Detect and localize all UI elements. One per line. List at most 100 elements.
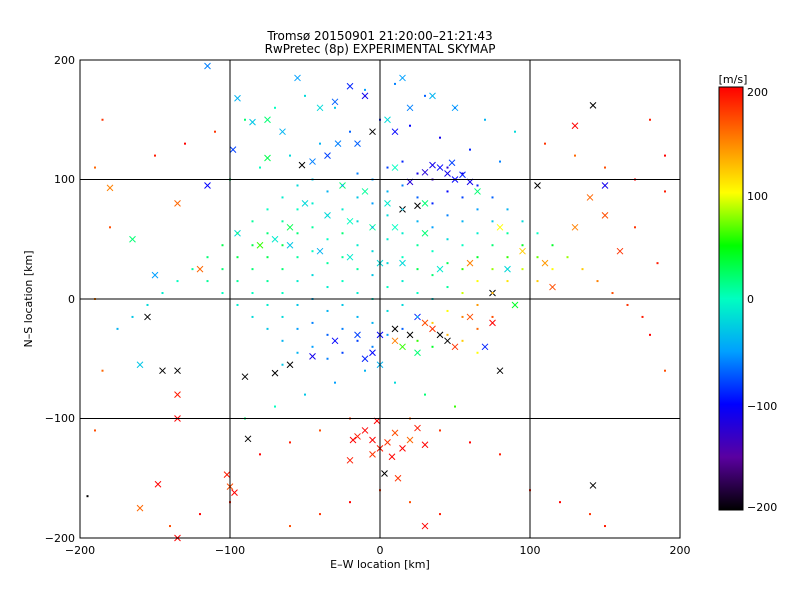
x-axis-label: E–W location [km] [330, 558, 430, 571]
scatter-point-dot [334, 381, 336, 384]
scatter-point-cross [589, 482, 597, 489]
scatter-point-dot [521, 268, 524, 271]
scatter-point-dot [461, 196, 464, 199]
y-tick-label: −100 [45, 412, 75, 425]
scatter-point-dot [199, 513, 201, 516]
colorbar-tick-label: 100 [747, 190, 768, 203]
scatter-point-dot [281, 315, 284, 318]
scatter-point-dot [454, 405, 456, 408]
scatter-point-dot [506, 280, 509, 283]
chart-title: Tromsø 20150901 21:20:00–21:21:43 [266, 29, 492, 43]
scatter-point-dot [431, 345, 434, 348]
scatter-point-cross [474, 188, 481, 195]
scatter-point-dot [656, 262, 659, 265]
scatter-point-cross [229, 146, 237, 153]
scatter-point-dot [371, 202, 374, 205]
scatter-point-dot [341, 256, 344, 259]
scatter-point-dot [401, 327, 404, 330]
scatter-point-dot [551, 244, 554, 247]
scatter-point-cross [421, 441, 429, 449]
scatter-point-dot [439, 513, 441, 516]
scatter-point-dot [476, 232, 479, 235]
scatter-point-dot [296, 351, 299, 354]
scatter-point-cross [136, 504, 144, 512]
scatter-point-cross [129, 235, 136, 243]
scatter-point-cross [279, 128, 286, 136]
scatter-point-cross [106, 184, 114, 192]
scatter-point-dot [401, 280, 404, 283]
scatter-point-cross [459, 171, 466, 179]
scatter-point-dot [536, 280, 539, 283]
scatter-point-cross [414, 424, 421, 432]
scatter-point-dot [281, 292, 284, 295]
scatter-point-cross [151, 271, 159, 279]
scatter-point-dot [416, 339, 419, 342]
scatter-point-dot [326, 357, 329, 360]
scatter-point-dot [386, 309, 389, 312]
scatter-point-dot [604, 166, 606, 169]
scatter-point-dot [296, 208, 299, 211]
scatter-point-dot [326, 333, 329, 336]
scatter-point-cross [399, 259, 406, 267]
scatter-point-dot [311, 226, 314, 229]
scatter-point-dot [386, 238, 389, 241]
scatter-point-dot [401, 232, 404, 235]
scatter-point-dot [236, 280, 239, 283]
scatter-point-dot [176, 280, 179, 283]
scatter-point-cross [244, 435, 252, 443]
scatter-point-dot [401, 160, 404, 163]
scatter-point-dot [289, 525, 291, 528]
scatter-point-dot [169, 525, 171, 528]
scatter-point-cross [436, 265, 444, 273]
scatter-point-dot [296, 184, 299, 187]
y-axis: −200 −100 0 100 200 N–S location [km] [22, 54, 75, 545]
colorbar-tick-label: −100 [747, 400, 777, 413]
scatter-point-dot [356, 244, 359, 247]
scatter-point-cross [391, 128, 399, 136]
scatter-point-cross [421, 200, 429, 207]
scatter-point-dot [446, 309, 449, 312]
scatter-point-dot [326, 309, 329, 312]
scatter-point-dot [221, 292, 224, 295]
scatter-point-dot [536, 256, 539, 259]
scatter-point-cross [324, 152, 331, 159]
scatter-point-dot [371, 345, 374, 348]
scatter-point-dot [356, 339, 359, 342]
scatter-point-cross [496, 223, 504, 231]
scatter-point-dot [319, 142, 321, 145]
scatter-point-dot [116, 327, 119, 330]
scatter-point-cross [451, 343, 459, 351]
scatter-point-dot [94, 429, 96, 432]
scatter-point-dot [431, 274, 434, 277]
scatter-point-dot [341, 208, 344, 211]
scatter-point-dot [491, 268, 494, 271]
scatter-point-dot [544, 142, 546, 145]
scatter-point-dot [214, 130, 216, 133]
scatter-point-dot [446, 214, 449, 217]
scatter-point-dot [626, 303, 629, 306]
scatter-point-dot [206, 280, 209, 283]
scatter-point-dot [266, 256, 269, 259]
scatter-point-cross [354, 433, 361, 440]
scatter-point-dot [416, 220, 419, 223]
scatter-point-dot [274, 405, 276, 408]
scatter-point-dot [311, 274, 314, 277]
scatter-point-cross [264, 154, 271, 162]
scatter-point-cross [361, 355, 369, 363]
scatter-point-cross [429, 92, 436, 100]
scatter-point-dot [101, 118, 104, 121]
scatter-point-cross [136, 361, 144, 369]
scatter-point-cross [271, 369, 279, 377]
scatter-point-dot [356, 220, 359, 223]
scatter-point-cross [399, 445, 406, 452]
scatter-point-dot [401, 256, 404, 259]
scatter-point-dot [491, 292, 494, 295]
scatter-point-dot [109, 226, 111, 229]
scatter-point-cross [448, 159, 456, 167]
scatter-point-cross [369, 128, 376, 136]
scatter-point-cross [334, 140, 342, 148]
scatter-point-dot [476, 256, 479, 259]
scatter-point-cross [174, 391, 181, 398]
scatter-point-cross [391, 429, 399, 437]
scatter-point-dot [491, 315, 494, 318]
